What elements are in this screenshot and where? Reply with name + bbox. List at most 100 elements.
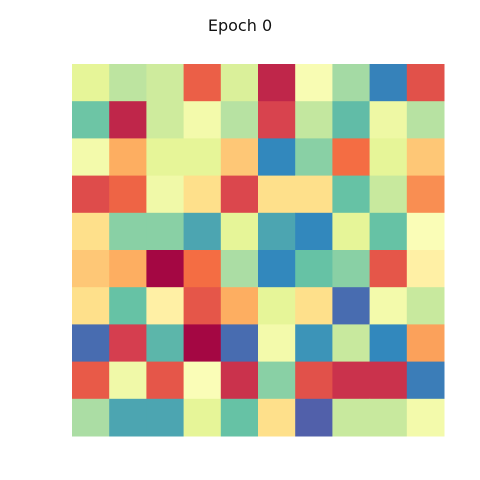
heatmap-cell-r8-c3 <box>183 361 222 400</box>
heatmap-cell-r5-c4 <box>220 250 259 288</box>
heatmap-cell-r2-c3 <box>183 138 222 177</box>
heatmap-cell-r6-c5 <box>258 287 296 325</box>
heatmap-cell-r5-c2 <box>146 250 185 288</box>
heatmap-cell-r9-c7 <box>332 398 371 437</box>
heatmap-cell-r5-c6 <box>295 250 333 288</box>
heatmap-cell-r4-c2 <box>146 212 185 251</box>
heatmap-cell-r1-c0 <box>72 101 110 139</box>
heatmap-cell-r0-c9 <box>406 64 445 102</box>
heatmap-cell-r1-c1 <box>109 101 147 139</box>
heatmap-cell-r7-c8 <box>369 324 408 363</box>
heatmap-cell-r2-c0 <box>72 138 110 177</box>
heatmap-cell-r2-c9 <box>406 138 445 177</box>
heatmap-cell-r7-c9 <box>406 324 445 363</box>
heatmap-cell-r4-c4 <box>220 212 259 251</box>
heatmap-cell-r0-c5 <box>258 64 296 102</box>
heatmap-cell-r3-c1 <box>109 175 147 214</box>
heatmap-cell-r1-c6 <box>295 101 333 139</box>
heatmap-cell-r7-c4 <box>220 324 259 363</box>
heatmap-cell-r6-c3 <box>183 287 222 325</box>
heatmap-cell-r5-c1 <box>109 250 147 288</box>
heatmap-cell-r3-c0 <box>72 175 110 214</box>
heatmap-cell-r5-c0 <box>72 250 110 288</box>
heatmap-cell-r6-c1 <box>109 287 147 325</box>
chart-title: Epoch 0 <box>207 16 273 35</box>
heatmap-cell-r9-c9 <box>406 398 445 437</box>
heatmap-cell-r5-c5 <box>258 250 296 288</box>
heatmap-cell-r2-c5 <box>258 138 296 177</box>
heatmap-cell-r1-c3 <box>183 101 222 139</box>
heatmap-cell-r4-c6 <box>295 212 333 251</box>
heatmap-cell-r1-c2 <box>146 101 185 139</box>
heatmap-cell-r1-c5 <box>258 101 296 139</box>
heatmap-cell-r3-c9 <box>406 175 445 214</box>
heatmap-cell-r2-c2 <box>146 138 185 177</box>
heatmap-cell-r4-c8 <box>369 212 408 251</box>
heatmap-cell-r6-c4 <box>220 287 259 325</box>
heatmap-cell-r8-c6 <box>295 361 333 400</box>
heatmap-cell-r8-c8 <box>369 361 408 400</box>
heatmap-cell-r6-c2 <box>146 287 185 325</box>
heatmap-cell-r5-c9 <box>406 250 445 288</box>
heatmap-cell-r6-c0 <box>72 287 110 325</box>
heatmap-cell-r7-c6 <box>295 324 333 363</box>
heatmap-cell-r9-c2 <box>146 398 185 437</box>
heatmap-cell-r8-c9 <box>406 361 445 400</box>
heatmap-cell-r0-c1 <box>109 64 147 102</box>
heatmap-cell-r1-c4 <box>220 101 259 139</box>
heatmap-cell-r0-c6 <box>295 64 333 102</box>
heatmap-cell-r2-c8 <box>369 138 408 177</box>
heatmap-cell-r8-c1 <box>109 361 147 400</box>
heatmap-cell-r1-c8 <box>369 101 408 139</box>
heatmap-cell-r7-c1 <box>109 324 147 363</box>
heatmap-cell-r8-c5 <box>258 361 296 400</box>
heatmap-cell-r0-c0 <box>72 64 110 102</box>
heatmap-cell-r2-c4 <box>220 138 259 177</box>
heatmap-cell-r2-c6 <box>295 138 333 177</box>
heatmap-cell-r3-c5 <box>258 175 296 214</box>
heatmap-cell-r7-c0 <box>72 324 110 363</box>
heatmap-cell-r4-c0 <box>72 212 110 251</box>
heatmap-cell-r3-c6 <box>295 175 333 214</box>
heatmap-cell-r0-c2 <box>146 64 185 102</box>
heatmap-cell-r9-c6 <box>295 398 333 437</box>
heatmap-cell-r2-c1 <box>109 138 147 177</box>
heatmap-cell-r6-c6 <box>295 287 333 325</box>
heatmap-cell-r4-c7 <box>332 212 371 251</box>
heatmap-cell-r5-c7 <box>332 250 371 288</box>
heatmap-cell-r7-c2 <box>146 324 185 363</box>
heatmap-cell-r9-c1 <box>109 398 147 437</box>
heatmap-cell-r9-c8 <box>369 398 408 437</box>
heatmap-cell-r7-c5 <box>258 324 296 363</box>
heatmap-cell-r0-c3 <box>183 64 222 102</box>
heatmap-cell-r8-c0 <box>72 361 110 400</box>
heatmap-cell-r3-c4 <box>220 175 259 214</box>
heatmap-cell-r2-c7 <box>332 138 371 177</box>
heatmap-cell-r6-c9 <box>406 287 445 325</box>
heatmap-cell-r9-c5 <box>258 398 296 437</box>
heatmap-cell-r3-c3 <box>183 175 222 214</box>
heatmap-cell-r0-c7 <box>332 64 371 102</box>
heatmap-cell-r4-c3 <box>183 212 222 251</box>
heatmap-cell-r7-c3 <box>183 324 222 363</box>
heatmap-cell-r4-c5 <box>258 212 296 251</box>
heatmap-cell-r6-c8 <box>369 287 408 325</box>
heatmap-cell-r0-c8 <box>369 64 408 102</box>
heatmap-cell-r4-c1 <box>109 212 147 251</box>
heatmap-cell-r1-c7 <box>332 101 371 139</box>
heatmap-cell-r9-c0 <box>72 398 110 437</box>
heatmap-cell-r9-c4 <box>220 398 259 437</box>
heatmap-cell-r3-c8 <box>369 175 408 214</box>
heatmap-cell-r0-c4 <box>220 64 259 102</box>
heatmap-cell-r8-c2 <box>146 361 185 400</box>
heatmap-cell-r4-c9 <box>406 212 445 251</box>
heatmap-cell-r5-c3 <box>183 250 222 288</box>
heatmap-cell-r5-c8 <box>369 250 408 288</box>
heatmap-cell-r9-c3 <box>183 398 222 437</box>
heatmap-cell-r3-c7 <box>332 175 371 214</box>
heatmap-cell-r7-c7 <box>332 324 371 363</box>
heatmap-cell-r6-c7 <box>332 287 371 325</box>
heatmap-cell-r8-c4 <box>220 361 259 400</box>
heatmap-cell-r1-c9 <box>406 101 445 139</box>
